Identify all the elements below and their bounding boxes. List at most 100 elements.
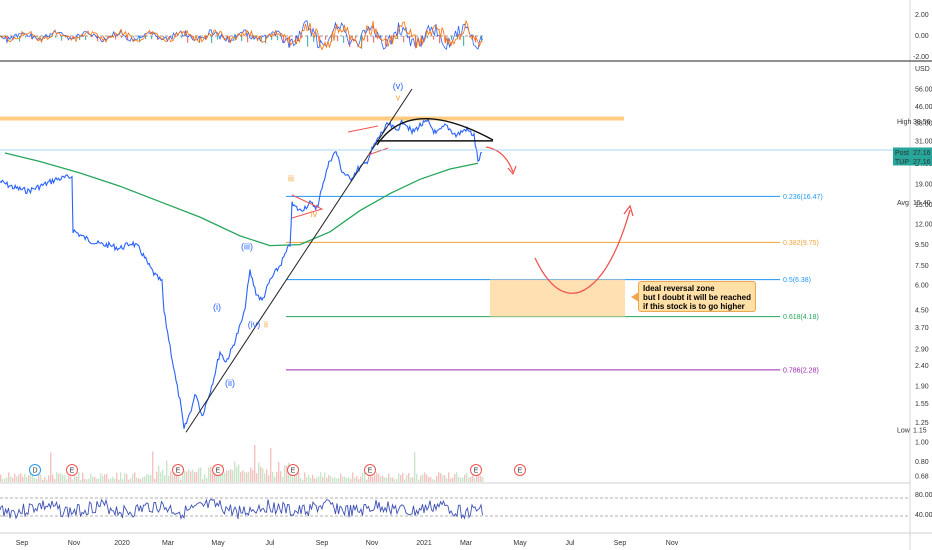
triangle-pattern <box>291 194 324 219</box>
fibonacci-retracement: 0.236(16.47) 0.382(9.75) 0.5(6.38) 0.618(4.… <box>0 116 823 374</box>
volume-bar <box>158 465 160 482</box>
volume-bar <box>92 476 94 482</box>
volume-bar <box>422 474 424 482</box>
volume-bar <box>362 472 364 482</box>
volume-bar <box>228 470 230 482</box>
volume-bar <box>432 479 434 482</box>
volume-bar <box>340 473 342 482</box>
volume-bar <box>240 471 242 482</box>
callout-line-1: Ideal reversal zone <box>643 284 715 293</box>
uptrend-line <box>185 88 413 433</box>
projected-path-arrow <box>534 209 631 294</box>
volume-bar <box>126 474 128 482</box>
volume-bar <box>408 473 410 482</box>
histogram-bar <box>61 36 63 41</box>
histogram-bar <box>427 36 429 39</box>
wave-label: iv <box>311 209 318 219</box>
volume-bar <box>68 475 70 482</box>
volume-bar <box>376 472 378 482</box>
volume-bar <box>62 474 64 482</box>
down-arrow-head <box>507 165 517 176</box>
volume-bar <box>178 474 180 482</box>
volume-bar <box>450 478 452 482</box>
event-label: E <box>518 468 523 475</box>
y-tick-label: 1.00 <box>915 440 929 447</box>
volume-bar <box>470 476 472 482</box>
volume-bar <box>160 472 162 482</box>
rsi-tick-label: 40.00 <box>915 512 932 519</box>
volume-bar <box>6 477 8 482</box>
volume-bar <box>386 477 388 482</box>
event-label: E <box>368 468 373 475</box>
volume-bar <box>52 474 54 482</box>
histogram-bar <box>247 36 249 43</box>
wave-label: (iii) <box>241 241 253 251</box>
volume-bar <box>324 472 326 482</box>
volume-bar <box>478 473 480 482</box>
fib-level-label: 0.618(4.18) <box>783 314 819 321</box>
volume-bar <box>130 478 132 482</box>
price-label-value: 15.40 <box>913 200 931 207</box>
volume-bar <box>318 476 320 482</box>
x-tick-label: Sep <box>16 540 29 547</box>
volume-bar <box>320 472 322 482</box>
moving-average-line <box>4 152 479 247</box>
volume-bar <box>148 474 150 482</box>
x-tick-label: Jul <box>566 540 575 547</box>
down-arrow-path <box>485 146 514 173</box>
y-tick-label: 31.00 <box>915 138 932 145</box>
volume-bar <box>242 470 244 482</box>
wedge-line-upper <box>347 125 379 133</box>
volume-bar <box>10 476 12 482</box>
volume-bar <box>76 476 78 482</box>
volume-bar <box>50 452 52 482</box>
histogram-bar <box>349 36 351 48</box>
volume-bar <box>440 472 442 482</box>
volume-bar <box>54 479 56 482</box>
histogram-bar <box>223 36 225 39</box>
elliott-wave-labels: (v) v iii iv (iii) (i) (iv) ii (ii) <box>213 81 403 388</box>
x-tick-label: Sep <box>614 540 627 547</box>
histogram-bar <box>277 36 279 41</box>
volume-bar <box>374 474 376 482</box>
volume-bar <box>180 479 182 482</box>
histogram-bar <box>145 36 147 40</box>
volume-bar <box>192 469 194 482</box>
wave-label: (v) <box>393 81 404 91</box>
histogram-bar <box>133 36 135 38</box>
event-label: E <box>474 468 479 475</box>
volume-bar <box>456 472 458 482</box>
top-tick-neg2: -2.00 <box>913 54 929 61</box>
histogram-bar <box>37 36 39 38</box>
volume-bar <box>330 476 332 482</box>
volume-bar <box>172 473 174 482</box>
volume-bar <box>302 479 304 482</box>
volume-bar <box>106 473 108 482</box>
volume-bar <box>468 477 470 482</box>
volume-bar <box>284 465 286 482</box>
label-tag-box <box>893 147 910 157</box>
x-tick-label: 2021 <box>416 540 432 547</box>
volume-bar <box>48 475 50 482</box>
volume-bar <box>236 466 238 482</box>
histogram-bar <box>445 36 447 43</box>
volume-bar <box>156 471 158 482</box>
histogram-bar <box>31 36 33 40</box>
label-value-box <box>910 156 932 166</box>
volume-bar <box>202 479 204 482</box>
price-label-name: TUP <box>895 159 909 166</box>
volume-bar <box>60 473 62 482</box>
volume-bar <box>394 479 396 482</box>
x-tick-label: 2020 <box>114 540 130 547</box>
y-tick-label: 2.90 <box>915 346 929 353</box>
macd-line <box>0 20 483 50</box>
volume-bar <box>144 476 146 482</box>
histogram-bar <box>463 36 465 46</box>
volume-bar <box>278 461 280 482</box>
volume-bar <box>338 478 340 482</box>
histogram-bar <box>127 36 129 41</box>
volume-bar <box>280 471 282 482</box>
volume-bar <box>154 478 156 482</box>
volume-bar <box>410 477 412 482</box>
